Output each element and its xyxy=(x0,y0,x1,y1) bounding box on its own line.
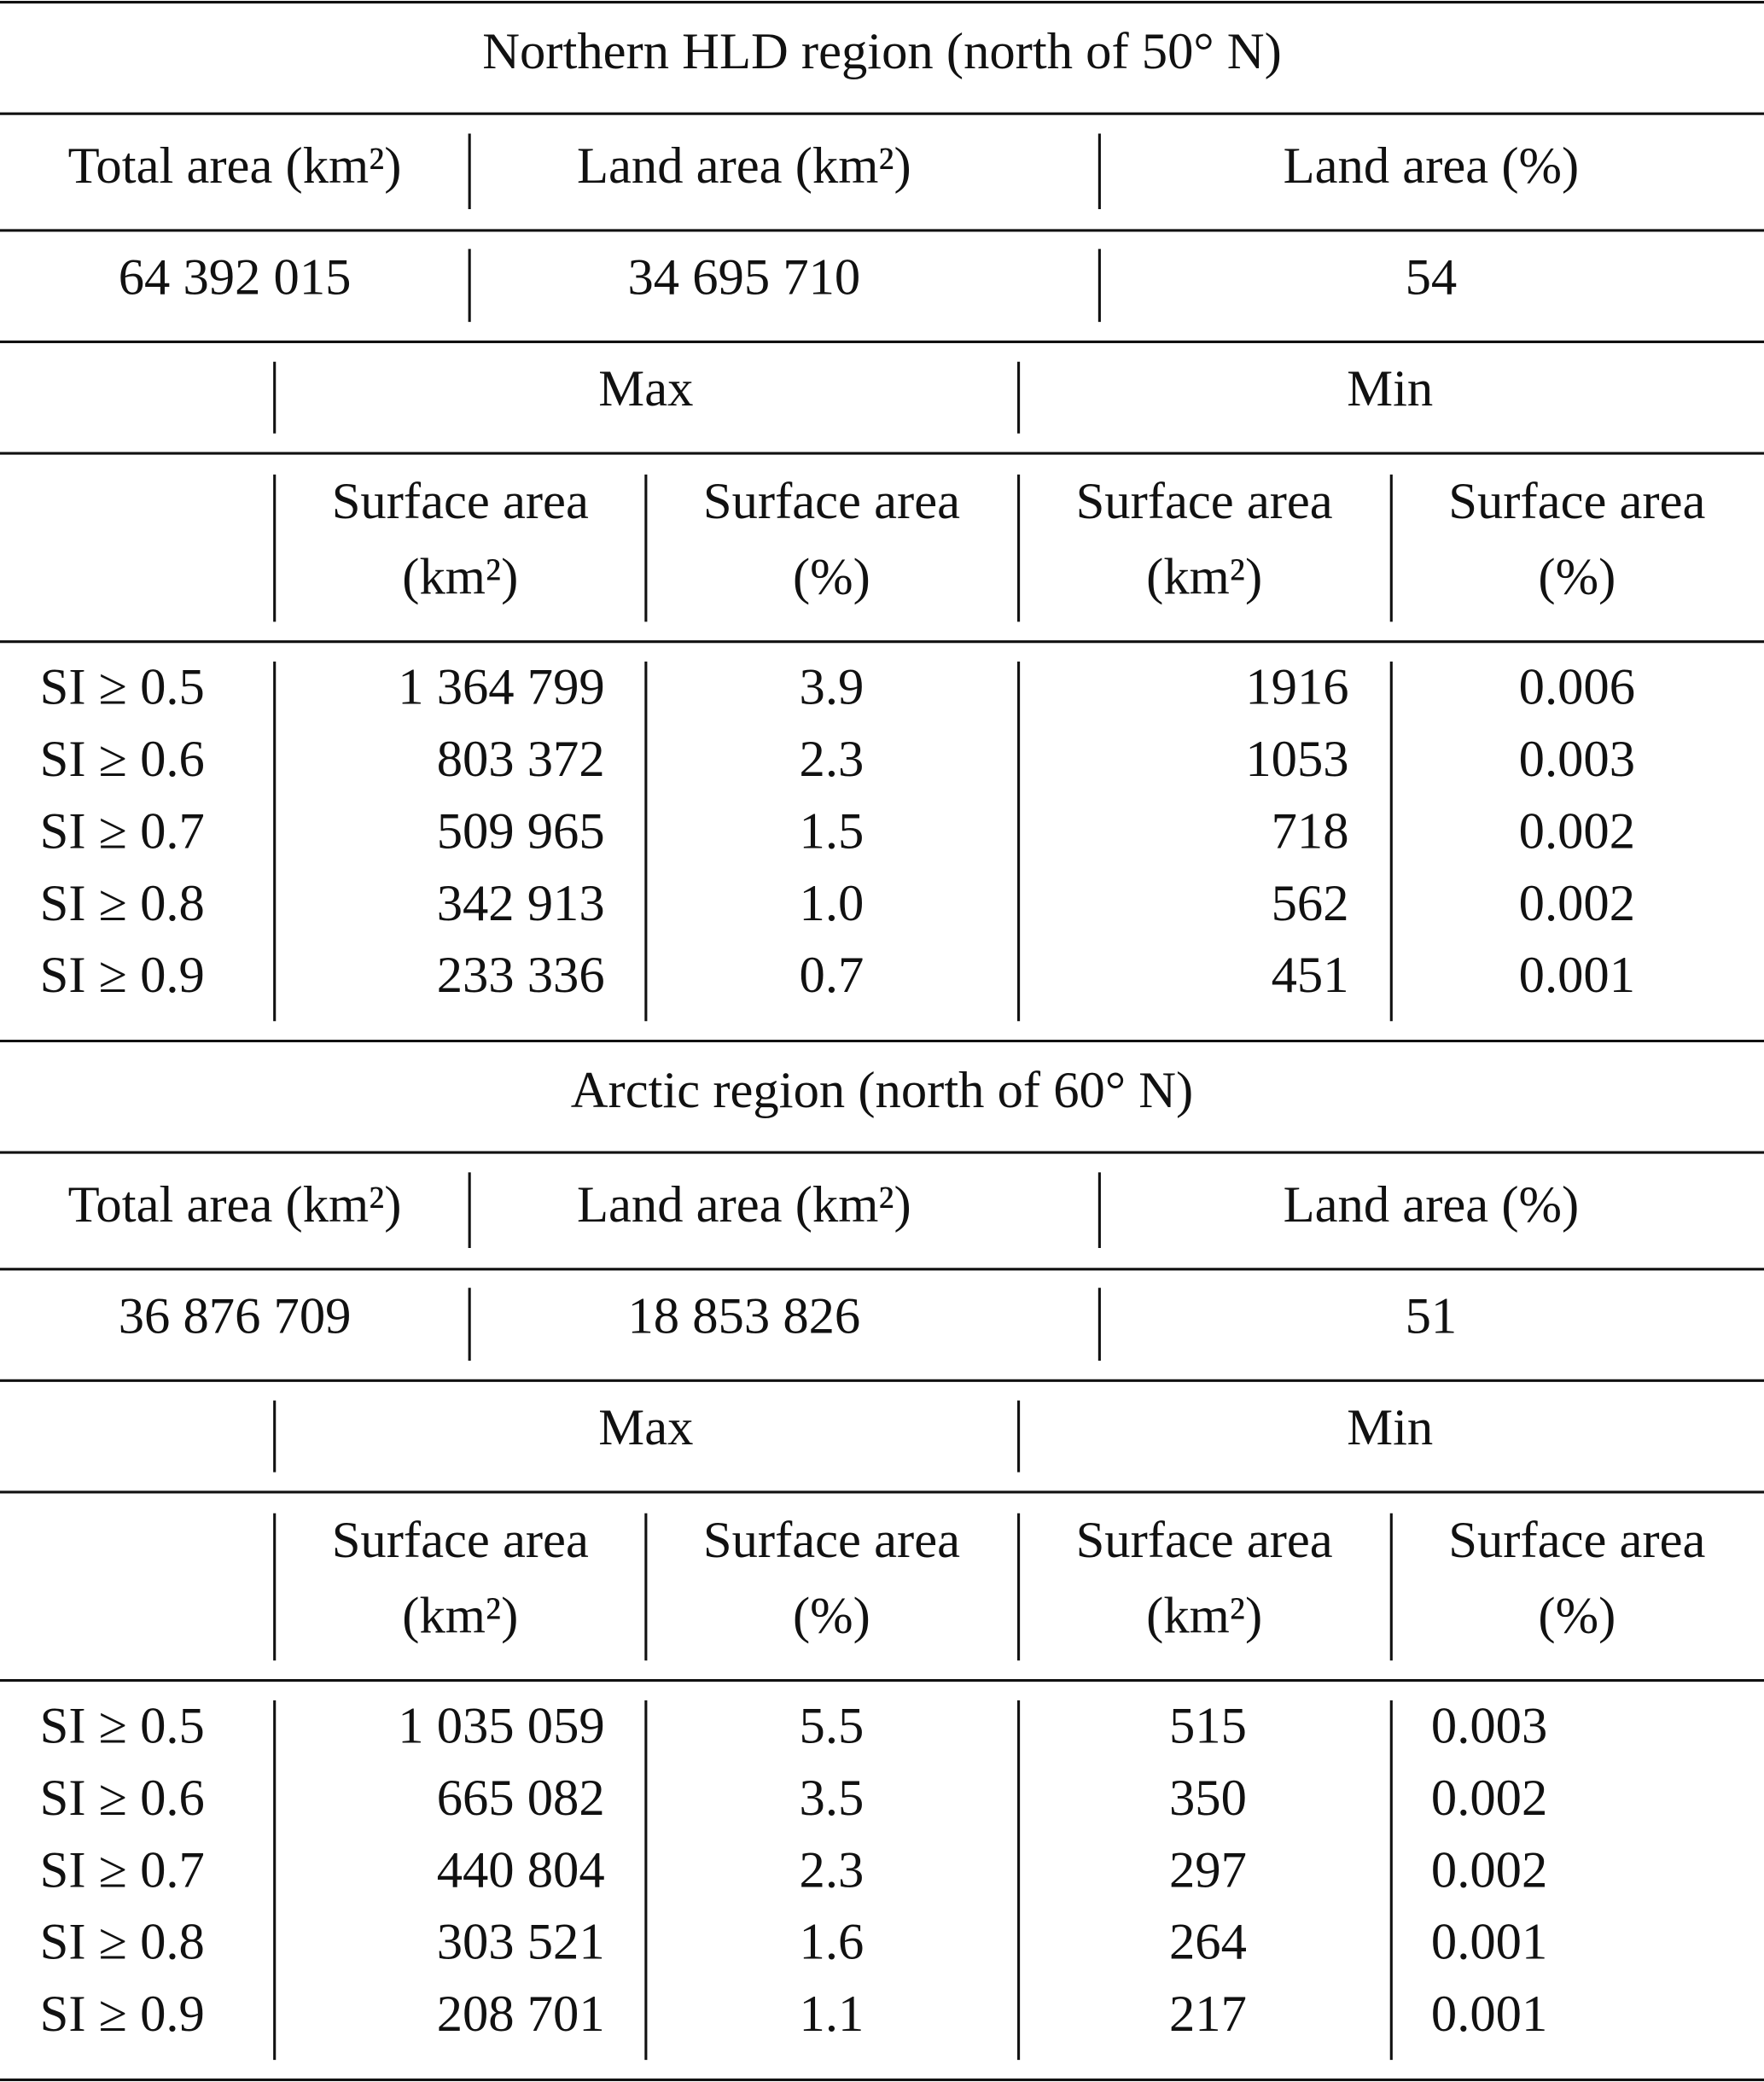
row-label: SI ≥ 0.6 xyxy=(40,731,205,788)
cell: 803 372 xyxy=(437,731,605,788)
cell: 0.002 xyxy=(1431,1841,1547,1898)
summary-header: Land area (km²) xyxy=(577,1176,911,1233)
cell: 1.1 xyxy=(800,1986,865,2043)
cell: 1.6 xyxy=(800,1914,865,1971)
summary-value: 54 xyxy=(1406,248,1458,306)
cell: 1 364 799 xyxy=(398,659,604,716)
section-title: Northern HLD region (north of 50° N) xyxy=(482,23,1282,80)
row-label: SI ≥ 0.5 xyxy=(40,1698,205,1755)
cell: 3.5 xyxy=(800,1770,865,1827)
cell: 562 xyxy=(1272,875,1349,932)
cell: 0.002 xyxy=(1519,875,1635,932)
cell: 0.003 xyxy=(1519,731,1635,788)
summary-header: Total area (km²) xyxy=(68,1176,402,1233)
cell: 1 035 059 xyxy=(398,1698,604,1755)
cell: 5.5 xyxy=(800,1698,865,1755)
column-header: Surface area xyxy=(703,1512,960,1569)
cell: 515 xyxy=(1169,1698,1247,1755)
cell: 451 xyxy=(1272,947,1349,1004)
cell: 208 701 xyxy=(437,1986,605,2043)
cell: 0.001 xyxy=(1431,1986,1547,2043)
column-header: (%) xyxy=(1538,549,1616,606)
summary-header: Land area (km²) xyxy=(577,137,911,195)
section-title: Arctic region (north of 60° N) xyxy=(571,1062,1193,1119)
cell: 1053 xyxy=(1245,731,1348,788)
group-header: Max xyxy=(598,360,693,417)
summary-value: 64 392 015 xyxy=(119,248,352,306)
row-label: SI ≥ 0.6 xyxy=(40,1770,205,1827)
cell: 0.001 xyxy=(1431,1914,1547,1971)
cell: 2.3 xyxy=(800,1841,865,1898)
summary-value: 36 876 709 xyxy=(119,1287,352,1344)
row-label: SI ≥ 0.9 xyxy=(40,1986,205,2043)
group-header: Min xyxy=(1347,1399,1433,1456)
cell: 0.001 xyxy=(1519,947,1635,1004)
column-header: (km²) xyxy=(1146,1588,1262,1645)
summary-value: 51 xyxy=(1406,1287,1458,1344)
row-label: SI ≥ 0.5 xyxy=(40,659,205,716)
cell: 2.3 xyxy=(800,731,865,788)
summary-value: 34 695 710 xyxy=(627,248,860,306)
cell: 342 913 xyxy=(437,875,605,932)
column-header: Surface area xyxy=(703,473,960,530)
row-label: SI ≥ 0.9 xyxy=(40,947,205,1004)
column-header: Surface area xyxy=(1076,473,1333,530)
summary-value: 18 853 826 xyxy=(627,1287,860,1344)
cell: 3.9 xyxy=(800,659,865,716)
cell: 665 082 xyxy=(437,1770,605,1827)
cell: 264 xyxy=(1169,1914,1247,1971)
column-header: (%) xyxy=(793,549,870,606)
cell: 718 xyxy=(1272,802,1349,860)
column-header: (%) xyxy=(793,1588,870,1645)
group-header: Min xyxy=(1347,360,1433,417)
column-header: Surface area xyxy=(1076,1512,1333,1569)
column-header: (km²) xyxy=(402,549,518,606)
summary-header: Total area (km²) xyxy=(68,137,402,195)
cell: 1.0 xyxy=(800,875,865,932)
column-header: (km²) xyxy=(1146,549,1262,606)
row-label: SI ≥ 0.7 xyxy=(40,802,205,860)
row-label: SI ≥ 0.8 xyxy=(40,875,205,932)
cell: 0.002 xyxy=(1519,802,1635,860)
column-header: Surface area xyxy=(332,1512,589,1569)
row-label: SI ≥ 0.8 xyxy=(40,1914,205,1971)
column-header: Surface area xyxy=(1448,473,1705,530)
row-label: SI ≥ 0.7 xyxy=(40,1841,205,1898)
cell: 440 804 xyxy=(437,1841,605,1898)
cell: 233 336 xyxy=(437,947,605,1004)
column-header: Surface area xyxy=(332,473,589,530)
cell: 1.5 xyxy=(800,802,865,860)
cell: 0.006 xyxy=(1519,659,1635,716)
cell: 303 521 xyxy=(437,1914,605,1971)
cell: 350 xyxy=(1169,1770,1247,1827)
cell: 0.002 xyxy=(1431,1770,1547,1827)
cell: 297 xyxy=(1169,1841,1247,1898)
cell: 0.003 xyxy=(1431,1698,1547,1755)
column-header: (km²) xyxy=(402,1588,518,1645)
column-header: Surface area xyxy=(1448,1512,1705,1569)
cell: 217 xyxy=(1169,1986,1247,2043)
cell: 0.7 xyxy=(800,947,865,1004)
summary-header: Land area (%) xyxy=(1284,137,1580,195)
cell: 1916 xyxy=(1245,659,1348,716)
group-header: Max xyxy=(598,1399,693,1456)
cell: 509 965 xyxy=(437,802,605,860)
summary-header: Land area (%) xyxy=(1284,1176,1580,1233)
column-header: (%) xyxy=(1538,1588,1616,1645)
